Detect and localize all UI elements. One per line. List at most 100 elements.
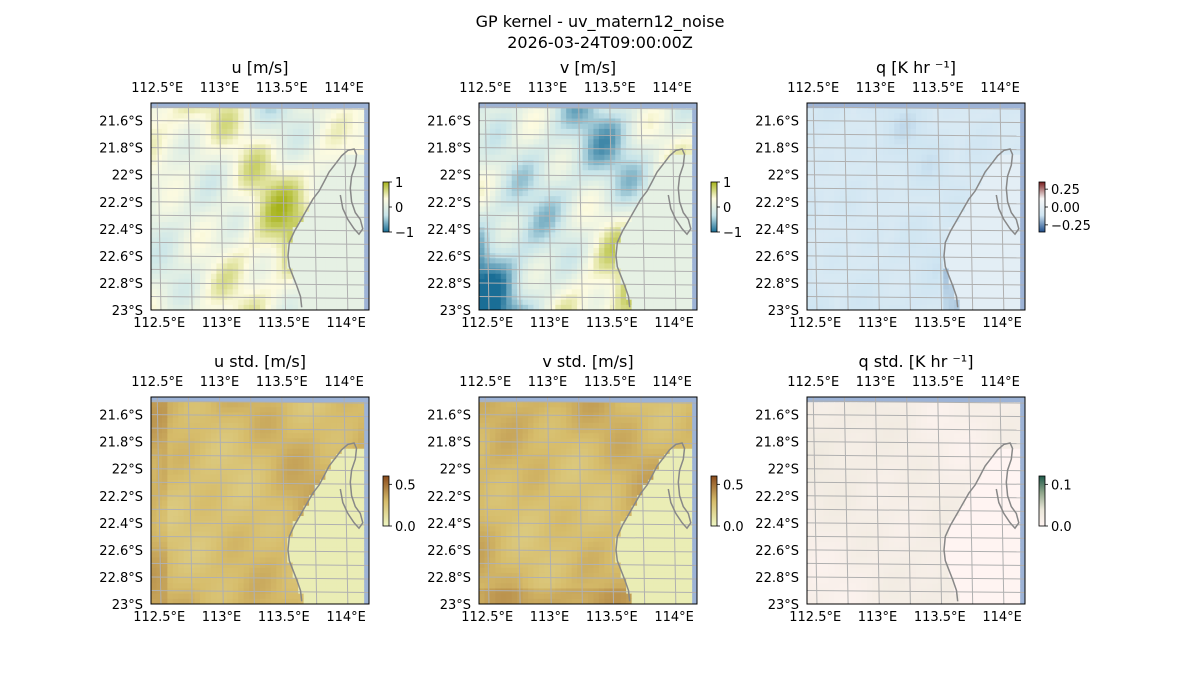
- heatmap-cell: [812, 273, 819, 280]
- heatmap-cell: [538, 289, 545, 296]
- heatmap-cell: [975, 170, 982, 177]
- heatmap-cell: [932, 185, 939, 192]
- heatmap-cell: [183, 134, 190, 140]
- heatmap-cell: [298, 232, 305, 239]
- heatmap-cell: [549, 211, 556, 218]
- heatmap-cell: [593, 159, 600, 166]
- heatmap-cell: [156, 299, 163, 306]
- heatmap-cell: [227, 108, 234, 114]
- heatmap-cell: [319, 216, 326, 223]
- heatmap-cell: [675, 278, 682, 285]
- heatmap-cell: [981, 196, 988, 202]
- heatmap-cell: [506, 149, 513, 156]
- heatmap-cell: [243, 128, 250, 135]
- heatmap-cell: [1014, 108, 1021, 114]
- heatmap-cell: [216, 284, 223, 290]
- heatmap-cell: [352, 273, 359, 280]
- heatmap-cell: [975, 165, 982, 171]
- heatmap-cell: [937, 175, 944, 182]
- heatmap-cell: [298, 134, 305, 140]
- parallel-line: [479, 228, 697, 232]
- heatmap-cell: [156, 407, 163, 414]
- heatmap-cell: [221, 201, 228, 208]
- heatmap-cell: [642, 134, 649, 140]
- heatmap-cell: [954, 253, 961, 259]
- heatmap-cell: [582, 180, 589, 187]
- heatmap-cell: [609, 144, 616, 151]
- heatmap-cell: [992, 118, 999, 125]
- heatmap-cell: [254, 232, 261, 239]
- heatmap-cell: [352, 180, 359, 187]
- heatmap-cell: [647, 165, 654, 171]
- heatmap-cell: [593, 278, 600, 285]
- heatmap-cell: [200, 170, 207, 177]
- heatmap-cell: [981, 258, 988, 265]
- heatmap-cell: [270, 284, 277, 290]
- heatmap-cell: [807, 180, 814, 187]
- heatmap-cell: [593, 149, 600, 156]
- heatmap-cell: [899, 201, 906, 208]
- heatmap-cell: [850, 139, 857, 145]
- heatmap-cell: [189, 417, 196, 424]
- heatmap-cell: [216, 159, 223, 166]
- heatmap-cell: [151, 222, 158, 228]
- panel-title: v [m/s]: [560, 58, 616, 77]
- heatmap-cell: [970, 253, 977, 259]
- heatmap-cell: [959, 144, 966, 151]
- heatmap-cell: [642, 278, 649, 285]
- heatmap-cell: [178, 402, 185, 408]
- heatmap-cell: [948, 170, 955, 177]
- heatmap-cell: [528, 227, 535, 233]
- heatmap-cell: [948, 134, 955, 140]
- heatmap-cell: [631, 134, 638, 140]
- heatmap-cell: [1014, 242, 1021, 249]
- heatmap-cell: [276, 175, 283, 182]
- heatmap-cell: [161, 422, 168, 429]
- heatmap-cell: [221, 170, 228, 177]
- heatmap-cell: [959, 304, 966, 310]
- heatmap-cell: [669, 258, 676, 265]
- heatmap-cell: [577, 299, 584, 306]
- heatmap-cell: [533, 113, 540, 120]
- heatmap-cell: [626, 258, 633, 265]
- heatmap-cell: [500, 237, 507, 244]
- heatmap-cell: [598, 201, 605, 208]
- heatmap-cell: [511, 196, 518, 202]
- heatmap-cell: [932, 242, 939, 249]
- heatmap-cell: [992, 253, 999, 259]
- heatmap-cell: [506, 222, 513, 228]
- heatmap-cell: [254, 180, 261, 187]
- heatmap-cell: [593, 284, 600, 290]
- heatmap-cell: [856, 278, 863, 285]
- heatmap-cell: [292, 206, 299, 213]
- heatmap-cell: [588, 149, 595, 156]
- heatmap-cell: [839, 304, 846, 310]
- heatmap-cell: [517, 258, 524, 265]
- heatmap-cell: [653, 253, 660, 259]
- heatmap-cell: [194, 268, 201, 275]
- heatmap-cell: [653, 128, 660, 135]
- heatmap-cell: [856, 258, 863, 265]
- heatmap-cell: [243, 149, 250, 156]
- heatmap-cell: [314, 180, 321, 187]
- heatmap-cell: [303, 247, 310, 254]
- heatmap-cell: [544, 247, 551, 254]
- heatmap-cell: [910, 258, 917, 265]
- heatmap-cell: [276, 216, 283, 223]
- heatmap-cell: [631, 237, 638, 244]
- meridian-line: [343, 103, 349, 310]
- heatmap-cell: [943, 232, 950, 239]
- heatmap-cell: [167, 134, 174, 140]
- heatmap-cell: [484, 175, 491, 182]
- heatmap-cell: [227, 211, 234, 218]
- heatmap-cell: [281, 190, 288, 197]
- heatmap-cell: [216, 123, 223, 130]
- heatmap-cell: [292, 433, 299, 439]
- meridian-line: [515, 103, 521, 310]
- heatmap-cell: [506, 294, 513, 301]
- heatmap-cell: [314, 268, 321, 275]
- heatmap-cell: [658, 211, 665, 218]
- heatmap-cell: [823, 180, 830, 187]
- heatmap-cell: [303, 253, 310, 259]
- heatmap-cell: [604, 263, 611, 270]
